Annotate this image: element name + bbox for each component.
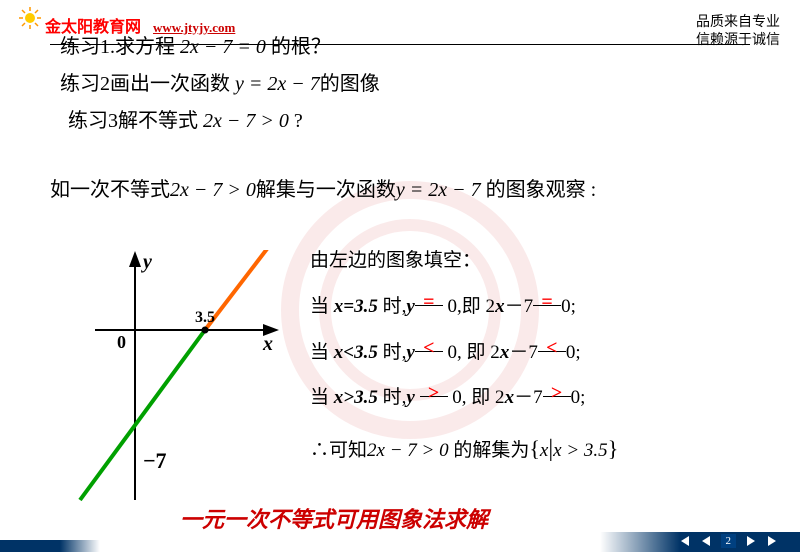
- f2-c: 0, 即 2: [443, 342, 500, 363]
- obs-func: y = 2x − 7: [396, 179, 481, 201]
- content: 练习1.求方程 2x − 7 = 0 的根？ 练习2画出一次函数 y = 2x …: [60, 30, 770, 210]
- svg-text:y: y: [141, 251, 152, 273]
- obs-ineq: 2x − 7 > 0: [170, 179, 256, 201]
- obs-mid: 解集与一次函数: [256, 179, 396, 201]
- ans-3b: >: [551, 382, 562, 404]
- f2-xv: x: [500, 342, 510, 363]
- set-close: }: [608, 436, 619, 461]
- ex2-suffix: 的图像: [320, 73, 380, 95]
- set-open: {: [529, 436, 540, 461]
- ex3-eq: 2x − 7 > 0: [203, 110, 289, 132]
- ex1-suffix: 的根？: [266, 36, 331, 58]
- ex1-prefix: 练习1.求方程: [60, 36, 180, 58]
- f2-x: x<3.5: [334, 342, 378, 363]
- graph-svg: y x 0 3.5 −7: [65, 250, 295, 510]
- nav-last-icon[interactable]: [764, 534, 780, 548]
- ex2-prefix: 练习2画出一次函数: [60, 73, 235, 95]
- f2-d: －7: [509, 342, 538, 363]
- f2-a: 当: [310, 342, 334, 363]
- f3-a: 当: [310, 387, 334, 408]
- footer-stripe-left: [0, 540, 100, 552]
- exercise-2: 练习2画出一次函数 y = 2x − 7的图像: [60, 67, 770, 96]
- f1-c: 0,即 2: [443, 296, 495, 317]
- th-eq: 2x − 7 > 0: [367, 440, 449, 461]
- ex1-eq: 2x − 7 = 0: [180, 36, 266, 58]
- exercise-3: 练习3解不等式 2x − 7 > 0 ?: [68, 104, 770, 133]
- ans-1a: =: [423, 291, 434, 313]
- ans-3a: >: [428, 382, 439, 404]
- ex3-prefix: 练习3解不等式: [68, 110, 203, 132]
- observe-line: 如一次不等式2x − 7 > 0解集与一次函数y = 2x − 7 的图象观察 …: [50, 173, 770, 202]
- f3-y: y: [406, 387, 414, 408]
- f1-e: 0;: [561, 296, 576, 317]
- f2-y: y: [406, 342, 414, 363]
- svg-text:−7: −7: [143, 448, 167, 473]
- f1-xv: x: [495, 296, 505, 317]
- nav-controls: 2: [677, 534, 781, 548]
- f3-e: 0;: [571, 387, 586, 408]
- ans-2a: <: [423, 337, 434, 359]
- svg-text:x: x: [262, 333, 273, 355]
- th-b: 的解集为: [449, 440, 530, 461]
- f2-b: 时,: [378, 342, 407, 363]
- f1-d: －7: [505, 296, 534, 317]
- nav-next-icon[interactable]: [742, 534, 758, 548]
- set-cond: x > 3.5: [553, 440, 608, 461]
- nav-first-icon[interactable]: [677, 534, 693, 548]
- graph: y x 0 3.5 −7: [65, 250, 295, 510]
- f1-b: 时,: [378, 296, 407, 317]
- fill-line-2: 当 x<3.5 时,y < 0, 即 2x－7 <0;: [310, 330, 770, 374]
- exercise-1: 练习1.求方程 2x − 7 = 0 的根？: [60, 30, 770, 59]
- f3-d: －7: [514, 387, 543, 408]
- f3-x: x>3.5: [334, 387, 378, 408]
- f1-y: y: [406, 296, 414, 317]
- obs-suffix: 的图象观察 :: [481, 179, 597, 201]
- therefore-line: ∴可知2x − 7 > 0 的解集为{x|x > 3.5}: [310, 423, 770, 476]
- fill-line-3: 当 x>3.5 时,y > 0, 即 2x－7 >0;: [310, 375, 770, 419]
- svg-text:0: 0: [117, 332, 126, 352]
- f3-c: 0, 即 2: [448, 387, 505, 408]
- f3-xv: x: [505, 387, 515, 408]
- fill-intro: 由左边的图象填空：: [310, 240, 770, 282]
- nav-prev-icon[interactable]: [699, 534, 715, 548]
- f2-e: 0;: [566, 342, 581, 363]
- obs-prefix: 如一次不等式: [50, 179, 170, 201]
- ans-1b: =: [541, 291, 552, 313]
- ex3-suffix: ?: [289, 110, 303, 132]
- fill-line-1: 当 x=3.5 时,y = 0,即 2x－7 = 0;: [310, 284, 770, 328]
- page-number: 2: [721, 534, 737, 548]
- f1-x: x=3.5: [334, 296, 378, 317]
- ex2-eq: y = 2x − 7: [235, 73, 320, 95]
- f1-a: 当: [310, 296, 334, 317]
- ans-2b: <: [546, 337, 557, 359]
- footer-summary: 一元一次不等式可用图象法求解: [180, 502, 488, 534]
- th-a: ∴可知: [310, 440, 367, 461]
- f3-b: 时,: [378, 387, 407, 408]
- svg-text:3.5: 3.5: [195, 309, 215, 326]
- fill-blanks: 由左边的图象填空： 当 x=3.5 时,y= 0,即 2x－7=0; 当 x<3…: [310, 240, 770, 476]
